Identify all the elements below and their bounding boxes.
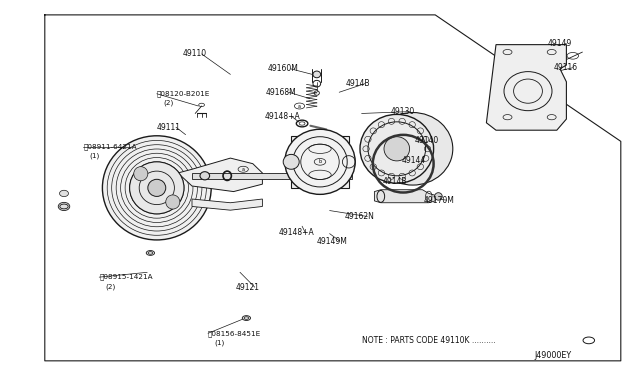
Ellipse shape — [360, 115, 434, 183]
Ellipse shape — [166, 195, 180, 209]
Text: (2): (2) — [163, 100, 173, 106]
Polygon shape — [486, 45, 566, 130]
Text: 49149: 49149 — [547, 39, 572, 48]
Ellipse shape — [60, 204, 68, 209]
Text: (1): (1) — [214, 339, 225, 346]
Text: Ⓝ08915-1421A: Ⓝ08915-1421A — [99, 274, 153, 280]
Text: 49149M: 49149M — [317, 237, 348, 246]
Ellipse shape — [58, 202, 70, 211]
Ellipse shape — [148, 179, 166, 196]
Text: J49000EY: J49000EY — [534, 351, 572, 360]
Polygon shape — [178, 158, 262, 192]
Ellipse shape — [102, 136, 211, 240]
Ellipse shape — [435, 193, 442, 200]
Text: Ⓑ08120-B201E: Ⓑ08120-B201E — [157, 90, 210, 97]
Text: a: a — [242, 167, 244, 172]
Text: 49148+A: 49148+A — [264, 112, 300, 121]
Text: Ⓡ08156-8451E: Ⓡ08156-8451E — [208, 330, 261, 337]
Ellipse shape — [372, 112, 453, 185]
Text: 4914B: 4914B — [383, 177, 407, 186]
Text: 49168M: 49168M — [266, 88, 296, 97]
Text: (2): (2) — [106, 283, 116, 290]
Text: 49162N: 49162N — [344, 212, 374, 221]
Polygon shape — [291, 136, 349, 188]
Text: 49144: 49144 — [402, 156, 426, 165]
Text: 49111: 49111 — [157, 123, 181, 132]
Ellipse shape — [134, 167, 148, 181]
Ellipse shape — [313, 71, 321, 78]
Polygon shape — [374, 190, 435, 203]
Polygon shape — [192, 173, 352, 179]
Text: 49160M: 49160M — [268, 64, 298, 73]
Text: NOTE : PARTS CODE 49110K ..........: NOTE : PARTS CODE 49110K .......... — [362, 336, 495, 345]
Text: 49170M: 49170M — [424, 196, 454, 205]
Text: 49140: 49140 — [415, 136, 439, 145]
Ellipse shape — [384, 137, 410, 161]
Text: b: b — [319, 159, 321, 164]
Text: a: a — [298, 103, 301, 109]
Text: 49121: 49121 — [236, 283, 260, 292]
Text: 49116: 49116 — [554, 63, 578, 72]
Text: Ⓝ08911-6421A: Ⓝ08911-6421A — [83, 144, 137, 150]
Ellipse shape — [243, 315, 251, 321]
Text: 49110: 49110 — [182, 49, 207, 58]
Text: (1): (1) — [90, 153, 100, 160]
Ellipse shape — [283, 154, 300, 169]
Text: 49148+A: 49148+A — [278, 228, 314, 237]
Ellipse shape — [285, 129, 355, 195]
Ellipse shape — [200, 172, 210, 180]
Ellipse shape — [130, 162, 184, 214]
Ellipse shape — [146, 251, 154, 256]
Text: 49130: 49130 — [390, 107, 415, 116]
Text: 4914B: 4914B — [346, 79, 370, 88]
Polygon shape — [192, 199, 262, 210]
Ellipse shape — [60, 190, 68, 196]
